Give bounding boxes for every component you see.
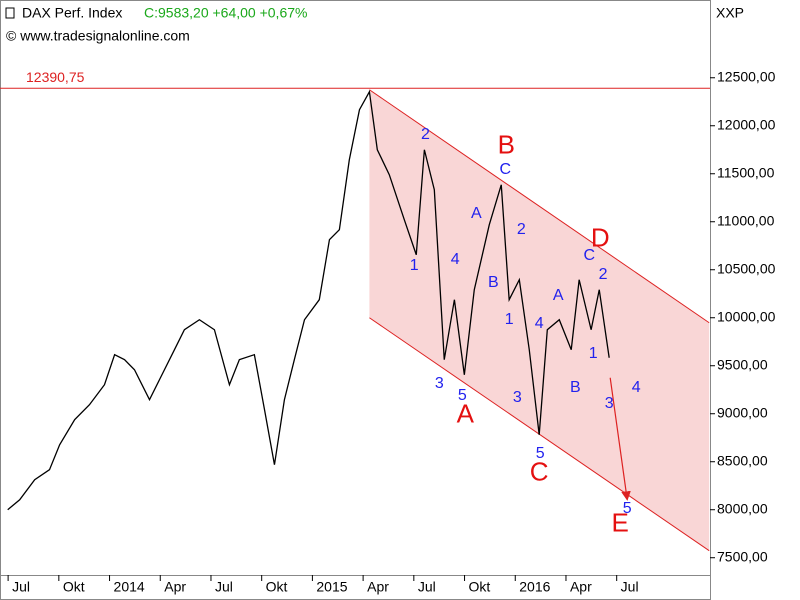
x-tick-label: Apr [367, 579, 389, 595]
projection-arrow [609, 377, 631, 501]
x-tick-label: Okt [63, 579, 85, 595]
y-tick-label: 12000,00 [717, 116, 776, 132]
price-line [7, 89, 610, 511]
y-tick-label: 11500,00 [717, 164, 775, 180]
wave-label: C [500, 161, 512, 178]
y-axis-label: XXP [716, 5, 744, 21]
y-tick-label: 10500,00 [717, 260, 776, 276]
x-tick-label: Jul [12, 579, 30, 595]
source: © www.tradesignalonline.com [6, 28, 190, 44]
wave-label: A [457, 399, 475, 429]
wave-label: 2 [421, 126, 430, 143]
plot-layer [0, 87, 710, 552]
y-tick-label: 9500,00 [717, 356, 768, 372]
wave-label: 1 [410, 257, 419, 274]
wave-label: B [498, 130, 515, 160]
wave-label: D [591, 223, 610, 253]
x-tick-label: Apr [570, 579, 592, 595]
wave-label: C [530, 457, 549, 487]
y-tick-label: 8500,00 [717, 452, 768, 468]
wave-label: A [553, 287, 564, 304]
wave-label: 2 [517, 221, 526, 238]
wave-label: 3 [435, 375, 444, 392]
wave-label: A [471, 205, 482, 222]
x-tick-label: 2016 [519, 579, 550, 595]
x-tick-label: Jul [418, 579, 436, 595]
wave-label: 3 [605, 395, 614, 412]
x-tick-label: 2014 [114, 579, 145, 595]
x-axis-box [0, 575, 711, 600]
wave-label: 4 [632, 379, 641, 396]
x-tick-label: Okt [266, 579, 288, 595]
wave-label: 3 [513, 389, 522, 406]
y-tick-label: 9000,00 [717, 404, 768, 420]
wave-label: B [488, 274, 499, 291]
wave-label: 4 [451, 251, 460, 268]
y-tick-label: 8000,00 [717, 500, 768, 516]
symbol-icon [5, 7, 15, 19]
wave-label: 5 [536, 445, 545, 462]
wave-label: 2 [599, 266, 608, 283]
wave-label: C [584, 247, 596, 264]
chart-title: DAX Perf. Index [22, 5, 122, 21]
wave-label: 5 [623, 500, 632, 517]
wave-label: 1 [505, 311, 514, 328]
x-tick-label: Jul [621, 579, 639, 595]
wave-label: B [570, 379, 581, 396]
wave-label: 4 [535, 315, 544, 332]
x-tick-label: Jul [215, 579, 233, 595]
quote: C:9583,20 +64,00 +0,67% [144, 5, 307, 21]
x-tick-label: 2015 [316, 579, 347, 595]
y-tick-label: 11000,00 [717, 212, 775, 228]
x-tick-label: Apr [164, 579, 186, 595]
channel-line [369, 89, 710, 324]
channel-fill [369, 89, 710, 551]
x-tick-label: Okt [469, 579, 491, 595]
y-tick-label: 10000,00 [717, 308, 776, 324]
wave-label: 1 [589, 345, 598, 362]
y-tick-label: 12500,00 [717, 68, 776, 84]
wave-label: E [611, 508, 628, 538]
reference-label: 12390,75 [26, 69, 85, 85]
wave-label: 5 [458, 387, 467, 404]
y-tick-label: 7500,00 [717, 548, 768, 564]
